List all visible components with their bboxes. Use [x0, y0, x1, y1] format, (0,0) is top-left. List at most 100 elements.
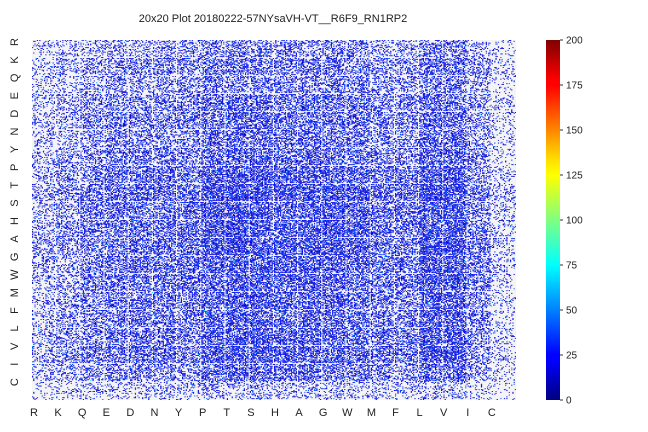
heat-cell — [56, 40, 57, 41]
heat-cell — [71, 45, 72, 46]
heat-cell — [49, 45, 50, 46]
heat-cell — [119, 45, 120, 46]
heat-cell — [114, 40, 115, 41]
heat-cell — [42, 45, 43, 46]
heat-cell — [74, 43, 75, 44]
heat-cell — [60, 49, 61, 50]
heat-cell — [126, 52, 127, 53]
heat-cell — [76, 46, 77, 47]
heat-cell — [77, 54, 78, 55]
heat-cell — [90, 51, 91, 52]
heat-cell — [120, 45, 121, 46]
heat-cell — [62, 51, 63, 52]
heat-cell — [83, 49, 84, 50]
heat-cell — [130, 54, 131, 55]
heat-cell — [108, 47, 109, 48]
heat-cell — [174, 41, 175, 42]
heat-cell — [122, 56, 123, 57]
heat-cell — [122, 40, 123, 41]
heat-cell — [40, 50, 41, 51]
heat-cell — [37, 40, 38, 41]
heat-cell — [142, 54, 143, 55]
heat-cell — [66, 55, 67, 56]
heat-cell — [118, 41, 119, 42]
heat-cell — [107, 46, 108, 47]
heat-cell — [48, 41, 49, 42]
heat-cell — [72, 46, 73, 47]
heat-cell — [146, 55, 147, 56]
heat-cell — [72, 45, 73, 46]
heat-cell — [166, 41, 167, 42]
heat-cell — [124, 45, 125, 46]
heat-cell — [147, 47, 148, 48]
heat-cell — [148, 49, 149, 50]
heat-cell — [86, 47, 87, 48]
heat-cell — [97, 50, 98, 51]
heat-cell — [120, 46, 121, 47]
heat-cell — [169, 45, 170, 46]
heat-cell — [131, 53, 132, 54]
heat-cell — [157, 42, 158, 43]
heat-cell — [137, 48, 138, 49]
heat-cell — [149, 57, 150, 58]
heat-cell — [90, 49, 91, 50]
heat-cell — [113, 47, 114, 48]
heat-cell — [113, 42, 114, 43]
heat-cell — [175, 44, 176, 45]
heat-cell — [135, 51, 136, 52]
heat-cell — [118, 44, 119, 45]
heat-cell — [147, 52, 148, 53]
heat-cell — [44, 45, 45, 46]
heat-cell — [126, 41, 127, 42]
heat-cell — [163, 44, 164, 45]
heat-cell — [53, 57, 54, 58]
heat-cell — [158, 46, 159, 47]
heat-cell — [115, 49, 116, 50]
heat-cell — [108, 42, 109, 43]
heat-cell — [111, 51, 112, 52]
heat-cell — [152, 40, 153, 41]
heat-cell — [122, 48, 123, 49]
heat-cell — [148, 56, 149, 57]
heat-cell — [67, 54, 68, 55]
heat-cell — [33, 41, 34, 42]
heat-cell — [151, 43, 152, 44]
heat-cell — [89, 50, 90, 51]
heat-cell — [85, 40, 86, 41]
heat-cell — [128, 41, 129, 42]
heat-cell — [135, 49, 136, 50]
heat-cell — [132, 40, 133, 41]
heat-cell — [100, 44, 101, 45]
heat-cell — [61, 46, 62, 47]
heat-cell — [149, 54, 150, 55]
heat-cell — [74, 55, 75, 56]
heat-cell — [129, 40, 130, 41]
heat-cell — [125, 45, 126, 46]
heat-cell — [77, 54, 78, 55]
heat-cell — [38, 45, 39, 46]
heat-cell — [43, 52, 44, 53]
heat-cell — [50, 47, 51, 48]
heat-cell — [107, 41, 108, 42]
heat-cell — [140, 51, 141, 52]
heat-cell — [74, 41, 75, 42]
heat-cell — [136, 56, 137, 57]
heat-cell — [118, 45, 119, 46]
heat-cell — [95, 42, 96, 43]
heat-cell — [80, 45, 81, 46]
heat-cell — [114, 55, 115, 56]
heat-cell — [137, 55, 138, 56]
heat-cell — [141, 55, 142, 56]
heat-cell — [149, 42, 150, 43]
heat-cell — [152, 51, 153, 52]
heat-cell — [149, 52, 150, 53]
heat-cell — [117, 41, 118, 42]
heat-cell — [114, 47, 115, 48]
heat-cell — [76, 41, 77, 42]
heat-cell — [111, 47, 112, 48]
heat-cell — [78, 42, 79, 43]
heat-cell — [62, 56, 63, 57]
heat-cell — [169, 42, 170, 43]
heat-cell — [50, 45, 51, 46]
heat-cell — [132, 45, 133, 46]
